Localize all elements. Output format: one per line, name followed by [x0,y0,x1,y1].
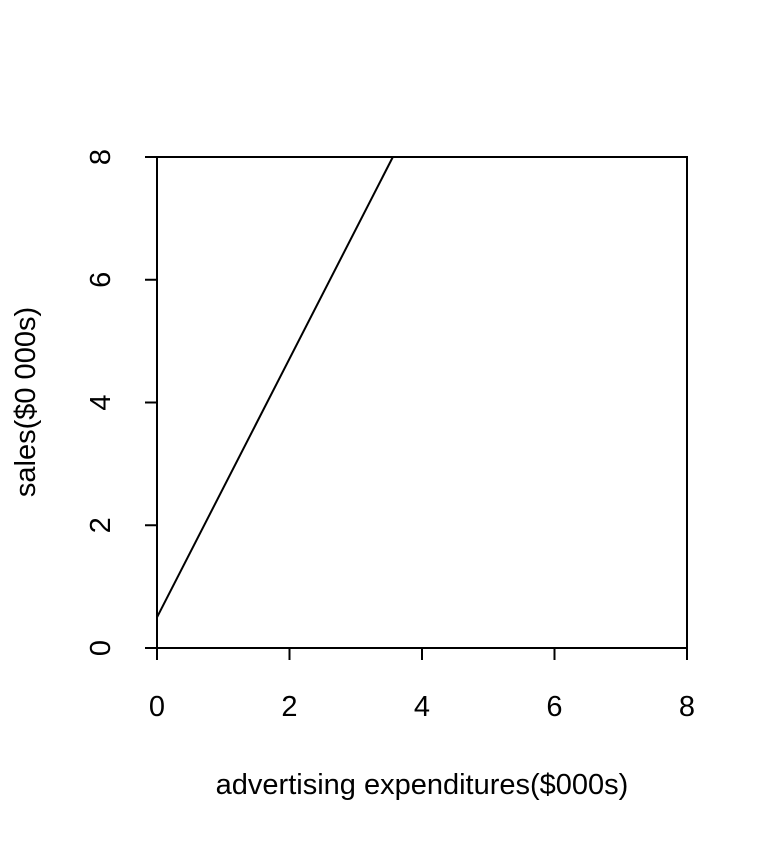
x-tick-label: 4 [414,691,430,723]
x-tick-label: 0 [149,691,165,723]
x-tick-label: 6 [546,691,562,723]
series-layer [156,156,394,618]
y-tick-label: 0 [85,640,117,656]
y-tick-label: 8 [85,149,117,165]
series-line [156,156,394,618]
y-tick-label: 4 [85,394,117,410]
x-tick-label: 2 [281,691,297,723]
y-axis: 0 2 4 6 8 [85,149,158,656]
x-axis-title: advertising expenditures($000s) [216,769,629,801]
x-tick-label: 8 [679,691,695,723]
plot-box [156,156,688,649]
y-tick-label: 2 [85,517,117,533]
y-axis-title: sales($0 000s) [10,307,42,497]
x-axis: 0 2 4 6 8 [149,647,695,723]
y-tick-label: 6 [85,272,117,288]
